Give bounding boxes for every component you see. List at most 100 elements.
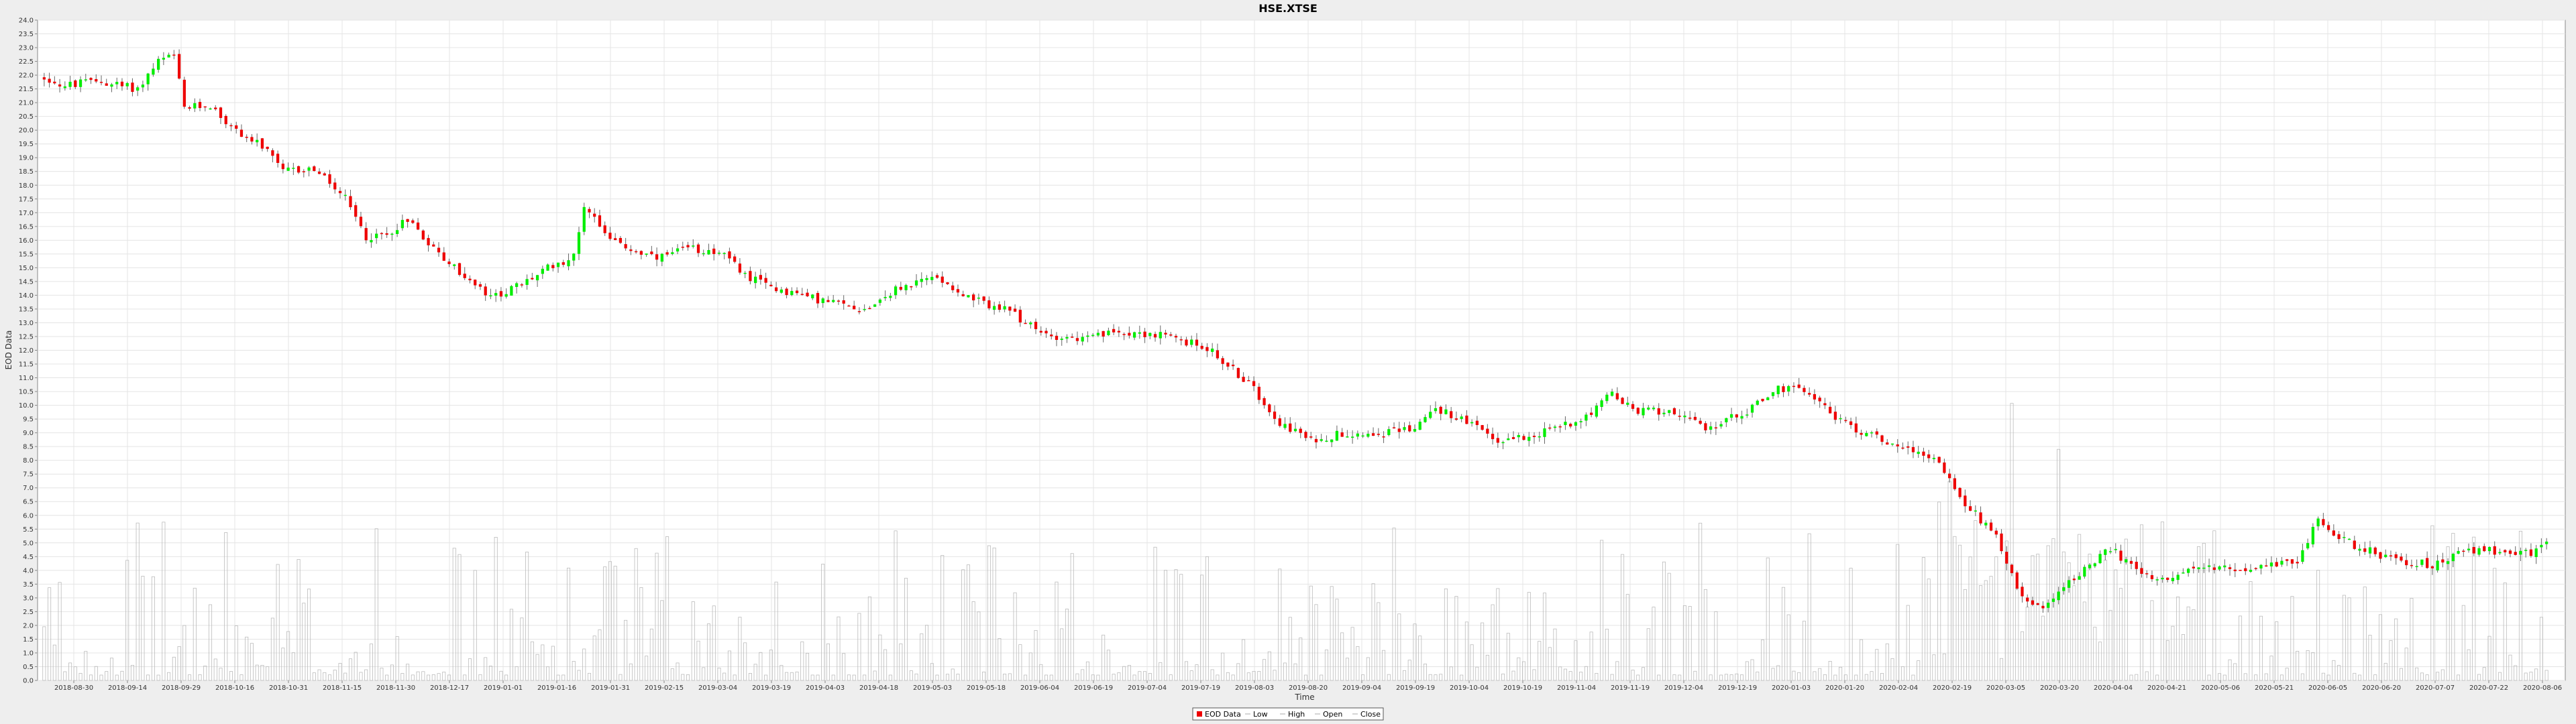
volume-bar	[219, 668, 223, 681]
candle-down	[2389, 555, 2393, 556]
candle-down	[2337, 534, 2341, 540]
candle-up	[2176, 575, 2180, 581]
volume-bar	[255, 664, 259, 681]
candle-up	[1668, 410, 1671, 413]
volume-bar	[411, 674, 415, 681]
volume-bar	[1148, 673, 1152, 681]
candle-up	[1746, 414, 1749, 416]
x-tick-label: 2018-11-30	[376, 684, 415, 692]
volume-bar	[369, 644, 373, 681]
candle-down	[120, 81, 124, 86]
candle-up	[2047, 603, 2050, 608]
x-tick-label: 2019-03-19	[752, 684, 791, 692]
volume-bar	[1013, 592, 1017, 681]
volume-bar	[1999, 658, 2004, 681]
volume-bar	[2279, 674, 2284, 681]
candle-up	[722, 253, 726, 254]
candle-down	[406, 219, 409, 222]
candle-down	[531, 278, 534, 280]
volume-bar	[2296, 651, 2300, 681]
candle-down	[1289, 423, 1292, 432]
candle-up	[2114, 548, 2117, 550]
candle-up	[1444, 409, 1448, 414]
volume-bar	[2155, 674, 2159, 681]
candle-up	[2487, 546, 2491, 552]
candle-up	[1159, 332, 1162, 339]
volume-bar	[68, 662, 72, 681]
volume-bar	[1745, 661, 1749, 681]
candle-down	[837, 300, 841, 302]
volume-bar	[1917, 660, 1921, 681]
candle-down	[2483, 546, 2486, 552]
candle-down	[2228, 567, 2232, 569]
legend-item-label: Low	[1253, 710, 1268, 719]
volume-bar	[1641, 667, 1646, 681]
candle-down	[868, 308, 871, 310]
candle-down	[2135, 561, 2138, 569]
volume-bar	[2347, 597, 2351, 681]
volume-bar	[998, 638, 1002, 681]
volume-bar	[333, 670, 337, 681]
candle-up	[1065, 337, 1069, 339]
volume-bar	[2457, 674, 2461, 681]
candle-down	[1195, 339, 1199, 346]
candle-down	[806, 292, 809, 297]
candle-up	[1756, 400, 1759, 405]
volume-bar	[2321, 672, 2325, 681]
candle-down	[2233, 569, 2237, 572]
volume-bar	[2467, 649, 2471, 681]
candle-up	[535, 275, 539, 281]
volume-bar	[1709, 674, 1713, 681]
candle-down	[1263, 398, 1266, 406]
candle-up	[2068, 580, 2071, 588]
candle-up	[1081, 337, 1084, 342]
candle-down	[2514, 552, 2517, 555]
volume-bar	[2389, 640, 2393, 681]
volume-bar	[2160, 522, 2164, 681]
x-tick-label: 2020-08-06	[2523, 684, 2562, 692]
x-tick-label: 2019-06-04	[1020, 684, 1059, 692]
candle-up	[1865, 432, 1868, 436]
volume-bar	[1636, 674, 1640, 681]
candle-up	[400, 220, 404, 229]
volume-bar	[1792, 670, 1796, 681]
candle-down	[266, 146, 269, 149]
volume-bar	[1055, 581, 1059, 681]
volume-bar	[177, 646, 181, 681]
volume-bar	[359, 672, 363, 681]
candle-down	[2119, 550, 2123, 561]
volume-bar	[2124, 538, 2128, 681]
volume-bar	[327, 674, 332, 681]
candle-down	[364, 228, 368, 241]
y-tick-label: 17.0	[19, 210, 34, 217]
volume-bar	[1646, 628, 1650, 681]
volume-bar	[1615, 661, 1619, 681]
volume-bar	[1460, 674, 1464, 681]
x-tick-label: 2019-01-16	[537, 684, 576, 692]
volume-bar	[1662, 561, 1666, 681]
volume-bar	[1299, 638, 1303, 681]
volume-bar	[649, 628, 653, 681]
candle-down	[899, 286, 902, 290]
candle-down	[1937, 457, 1941, 463]
y-tick-label: 11.5	[19, 361, 34, 369]
y-tick-label: 4.0	[23, 567, 34, 575]
volume-bar	[1927, 579, 1931, 681]
x-tick-label: 2020-06-20	[2362, 684, 2401, 692]
volume-bar	[2383, 662, 2387, 681]
volume-bar	[1179, 574, 1183, 681]
candle-up	[1335, 430, 1339, 441]
volume-bar	[1688, 606, 1692, 681]
candle-down	[2036, 603, 2039, 605]
candle-up	[1652, 408, 1656, 410]
volume-bar	[2212, 530, 2216, 681]
volume-bar	[1216, 674, 1220, 681]
y-tick-label: 15.0	[19, 265, 34, 272]
candle-down	[1994, 530, 1998, 535]
volume-bar	[1377, 602, 1381, 681]
volume-bar	[348, 658, 353, 681]
candle-down	[1844, 420, 1847, 422]
candle-up	[125, 82, 129, 86]
candle-up	[2540, 544, 2543, 548]
volume-bar	[193, 587, 197, 681]
